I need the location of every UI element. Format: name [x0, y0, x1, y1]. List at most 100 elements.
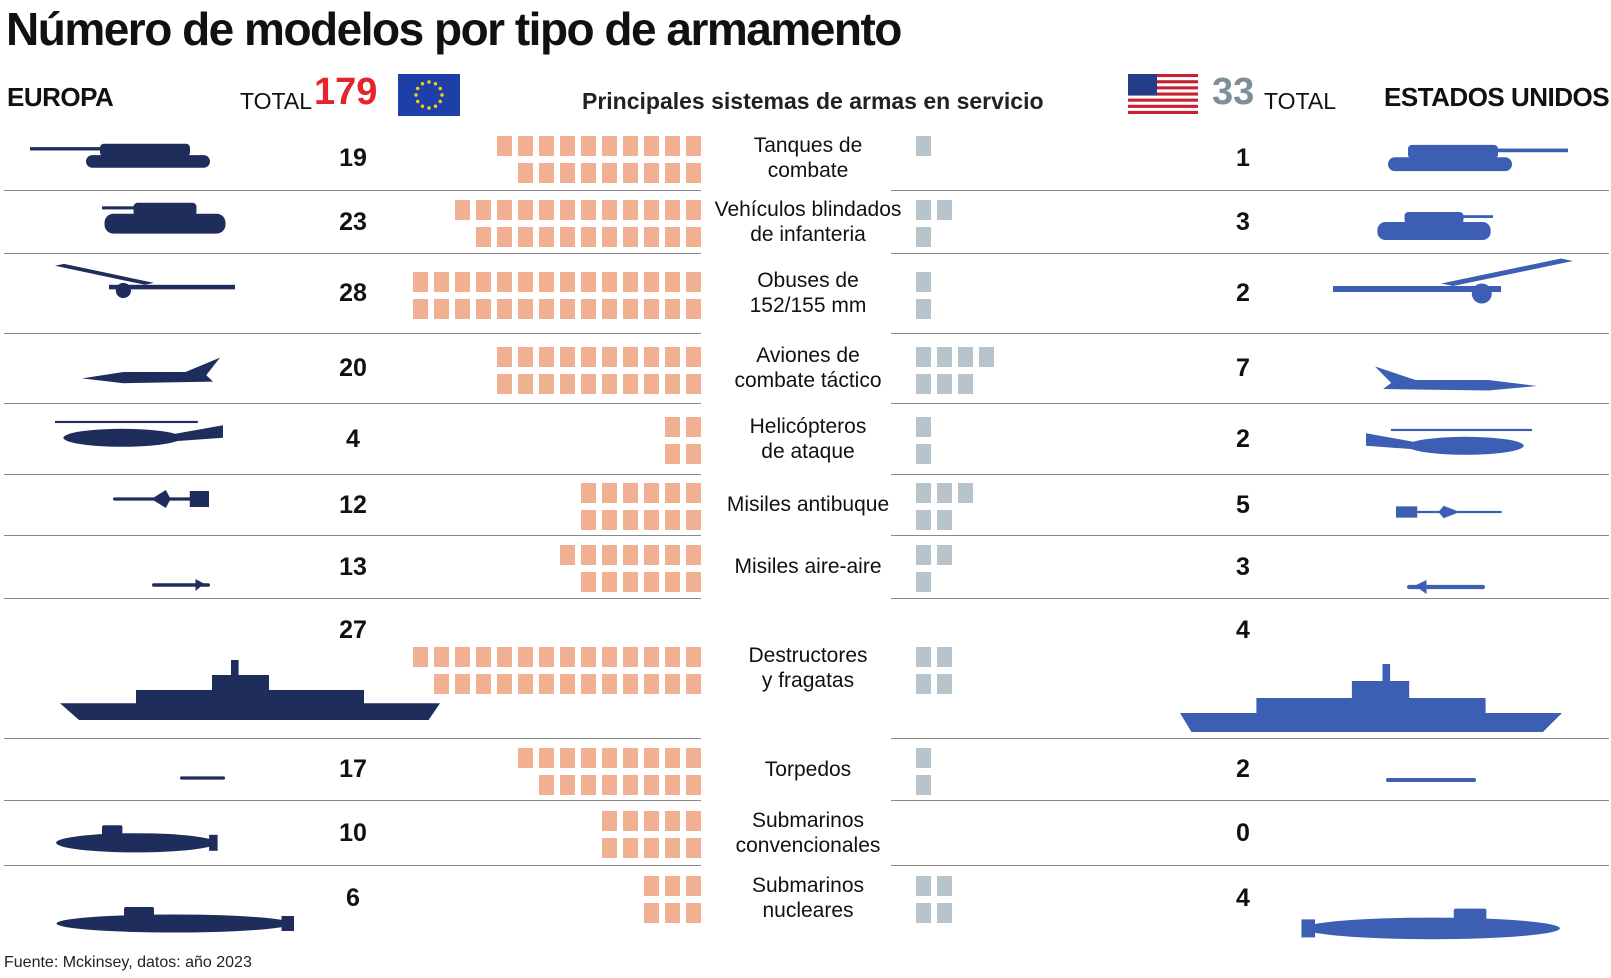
- europe-unit-square: [623, 298, 638, 319]
- europe-unit-square: [665, 271, 680, 292]
- europe-conventional-submarine-icon: [51, 822, 221, 859]
- europe-count: 28: [339, 279, 367, 307]
- europe-unit-square: [455, 298, 470, 319]
- europe-unit-square: [602, 271, 617, 292]
- europe-unit-square: [686, 903, 701, 923]
- us-unit-square: [916, 298, 931, 319]
- category-label-line: Misiles aire-aire: [734, 555, 882, 578]
- us-unit-square: [916, 136, 931, 156]
- europe-ifv-icon: [102, 194, 228, 243]
- europe-unit-square: [518, 163, 533, 183]
- europe-unit-square: [686, 136, 701, 156]
- us-nuclear-submarine-icon: [1296, 905, 1568, 946]
- row-divider-europe: [4, 474, 701, 475]
- europe-unit-square: [413, 271, 428, 292]
- europe-torpedo-icon: [180, 769, 225, 787]
- us-unit-square: [916, 483, 931, 503]
- us-count: 2: [1236, 424, 1250, 453]
- row-divider-us: [891, 190, 1609, 191]
- category-label-line: Obuses de: [757, 269, 859, 292]
- europe-count: 17: [339, 755, 367, 783]
- europe-unit-square: [623, 838, 638, 858]
- europe-unit-square: [497, 373, 512, 394]
- europe-unit-square: [560, 271, 575, 292]
- europe-unit-square: [623, 673, 638, 694]
- us-count: 2: [1236, 755, 1250, 783]
- europe-unit-square: [581, 545, 596, 565]
- europe-unit-square: [602, 298, 617, 319]
- category-label-line: Aviones de: [756, 344, 860, 367]
- us-unit-square: [916, 417, 931, 437]
- category-label: Aviones de combate táctico: [704, 343, 912, 393]
- category-label: Torpedos: [704, 757, 912, 782]
- europe-unit-square: [476, 298, 491, 319]
- europe-unit-square: [623, 646, 638, 667]
- europe-unit-square: [560, 298, 575, 319]
- category-label-line: nucleares: [762, 898, 854, 922]
- europe-unit-square: [623, 271, 638, 292]
- category-label: Misiles antibuque: [704, 492, 912, 517]
- europe-unit-square: [518, 227, 533, 247]
- europe-unit-square: [518, 646, 533, 667]
- europe-unit-square: [665, 298, 680, 319]
- europe-unit-square: [539, 163, 554, 183]
- us-unit-square: [937, 646, 952, 667]
- europe-unit-square: [665, 838, 680, 858]
- europe-unit-square: [665, 444, 680, 464]
- europe-unit-square: [644, 876, 659, 896]
- europe-unit-square: [644, 136, 659, 156]
- europe-unit-square: [665, 673, 680, 694]
- eu-flag-icon: [398, 74, 460, 121]
- us-unit-square: [916, 545, 931, 565]
- europe-unit-square: [539, 774, 554, 795]
- europe-unit-square: [644, 646, 659, 667]
- europe-unit-square: [665, 510, 680, 530]
- europe-unit-square: [686, 163, 701, 183]
- europe-unit-square: [581, 747, 596, 768]
- europe-unit-square: [560, 673, 575, 694]
- us-header: ESTADOS UNIDOS: [1384, 82, 1610, 112]
- europe-unit-square: [413, 646, 428, 667]
- europe-unit-square: [581, 572, 596, 592]
- europe-unit-square: [581, 346, 596, 367]
- category-label-line: Destructores: [748, 644, 868, 667]
- europe-unit-square: [602, 774, 617, 795]
- europe-count: 6: [346, 883, 360, 912]
- europe-unit-square: [644, 747, 659, 768]
- category-label-line: convencionales: [735, 833, 881, 857]
- europe-unit-square: [644, 483, 659, 503]
- europe-unit-square: [665, 373, 680, 394]
- row-divider-europe: [4, 253, 701, 254]
- europe-count: 13: [339, 552, 367, 581]
- europe-unit-square: [686, 373, 701, 394]
- europe-unit-square: [644, 373, 659, 394]
- us-tank-icon: [1368, 132, 1568, 183]
- category-label-line: Tanques de: [753, 133, 863, 157]
- europe-unit-square: [434, 646, 449, 667]
- us-ifv-icon: [1375, 204, 1493, 249]
- europe-unit-square: [602, 811, 617, 831]
- europe-howitzer-icon: [55, 262, 235, 305]
- europe-unit-square: [455, 200, 470, 220]
- us-unit-square: [916, 444, 931, 464]
- europe-unit-square: [644, 572, 659, 592]
- europe-unit-square: [623, 572, 638, 592]
- europe-unit-square: [581, 163, 596, 183]
- row-divider-europe: [4, 535, 701, 536]
- us-unit-square: [937, 200, 952, 220]
- row-divider-europe: [4, 800, 701, 801]
- us-unit-square: [958, 373, 973, 394]
- europe-unit-square: [560, 646, 575, 667]
- europe-unit-square: [623, 163, 638, 183]
- row-divider-europe: [4, 738, 701, 739]
- category-label-line: y fragatas: [761, 669, 855, 692]
- europe-unit-square: [644, 811, 659, 831]
- europe-unit-square: [518, 271, 533, 292]
- row-divider-europe: [4, 333, 701, 334]
- europe-total-label: TOTAL: [240, 88, 312, 114]
- category-label-line: 152/155 mm: [749, 294, 867, 317]
- us-unit-square: [937, 510, 952, 530]
- europe-unit-square: [581, 483, 596, 503]
- us-count: 4: [1236, 883, 1250, 912]
- europe-unit-square: [665, 747, 680, 768]
